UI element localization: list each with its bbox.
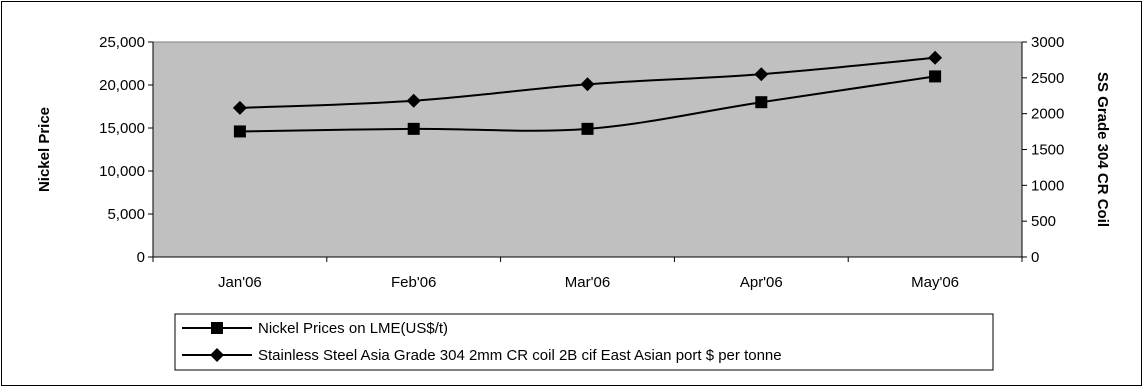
legend-label: Nickel Prices on LME(US$/t)	[258, 320, 448, 337]
data-point	[406, 93, 421, 108]
left-tick-label: 10,000	[99, 163, 145, 180]
data-point	[233, 125, 246, 138]
data-point	[754, 67, 769, 82]
series-1	[233, 70, 942, 138]
legend-item: Nickel Prices on LME(US$/t)	[182, 320, 448, 337]
data-point	[928, 50, 943, 65]
left-tick-label: 20,000	[99, 77, 145, 94]
legend: Nickel Prices on LME(US$/t) Stainless Ste…	[174, 313, 994, 371]
right-tick-label: 3000	[1031, 34, 1064, 51]
x-tick-label: May'06	[911, 274, 959, 291]
x-axis: Jan'06 Feb'06 Mar'06 Apr'06 May'06	[152, 256, 1023, 291]
right-tick-label: 500	[1031, 213, 1056, 230]
left-tick-label: 25,000	[99, 34, 145, 51]
right-tick-label: 2000	[1031, 106, 1064, 123]
left-axis: 0 5,000 10,000 15,000 20,000 25,000	[99, 34, 154, 266]
legend-box	[174, 313, 994, 371]
left-tick-label: 5,000	[107, 206, 145, 223]
data-point	[232, 100, 247, 115]
data-point	[755, 96, 768, 109]
legend-marker	[211, 322, 223, 334]
legend-item: Stainless Steel Asia Grade 304 2mm CR co…	[182, 347, 782, 364]
left-axis-title: Nickel Price	[36, 107, 53, 192]
right-axis: 0 500 1000 1500 2000 2500 3000	[1021, 34, 1064, 266]
left-tick-label: 15,000	[99, 120, 145, 137]
legend-label: Stainless Steel Asia Grade 304 2mm CR co…	[258, 347, 782, 364]
right-tick-label: 1500	[1031, 142, 1064, 159]
right-tick-label: 0	[1031, 249, 1039, 266]
series-layer	[232, 50, 943, 138]
data-point	[581, 122, 594, 135]
x-tick-label: Mar'06	[565, 274, 610, 291]
legend-marker	[210, 348, 224, 362]
data-point	[929, 70, 942, 83]
data-point	[580, 77, 595, 92]
x-tick-label: Feb'06	[391, 274, 436, 291]
series-2	[232, 50, 943, 115]
x-tick-label: Jan'06	[218, 274, 262, 291]
right-tick-label: 2500	[1031, 70, 1064, 87]
x-tick-label: Apr'06	[740, 274, 783, 291]
right-tick-label: 1000	[1031, 177, 1064, 194]
data-point	[407, 122, 420, 135]
right-axis-title: SS Grade 304 CR Coil	[1094, 72, 1111, 227]
left-tick-label: 0	[137, 249, 145, 266]
plot-area	[152, 41, 1023, 258]
